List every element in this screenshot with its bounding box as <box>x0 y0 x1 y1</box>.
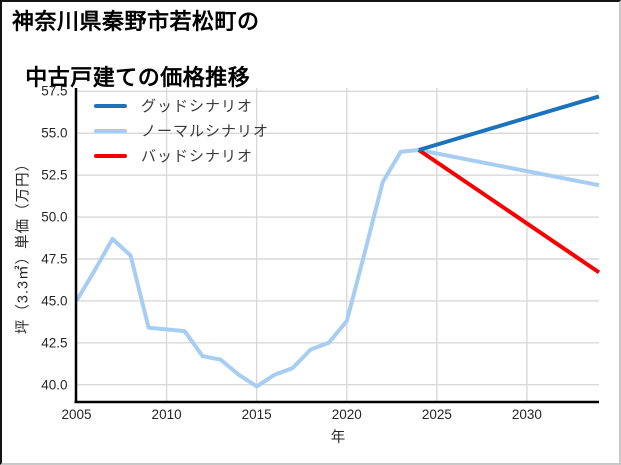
chart-title: 神奈川県秦野市若松町の 中古戸建ての価格推移 <box>12 8 260 92</box>
x-tick-label: 2010 <box>151 407 182 422</box>
x-tick-label: 2025 <box>421 407 452 422</box>
good-scenario-label: グッドシナリオ <box>141 98 254 115</box>
normal-scenario-line <box>74 148 600 389</box>
y-tick-label: 57.5 <box>41 83 68 99</box>
y-tick-label: 40.0 <box>41 377 68 393</box>
y-tick-label: 42.5 <box>41 335 68 351</box>
x-tick-label: 2005 <box>61 407 92 422</box>
chart-title-line2: 中古戸建ての価格推移 <box>25 65 251 90</box>
chart-title-line1: 神奈川県秦野市若松町の <box>12 9 260 34</box>
bad-scenario-line <box>417 148 601 275</box>
bad-scenario-label: バッドシナリオ <box>141 148 254 165</box>
x-tick-label: 2030 <box>511 407 542 422</box>
x-tick-label: 2020 <box>331 407 362 422</box>
y-tick-label: 45.0 <box>41 293 68 309</box>
normal-scenario-swatch <box>94 128 127 133</box>
y-tick-label: 55.0 <box>41 125 68 141</box>
x-axis-label: 年 <box>330 430 346 446</box>
y-tick-label: 47.5 <box>41 251 68 267</box>
y-axis-label: 坪（3.3㎡）単価（万円） <box>15 155 32 335</box>
x-tick-label: 2015 <box>241 407 272 422</box>
legend-item-normal: ノーマルシナリオ <box>94 122 270 140</box>
normal-scenario-label: ノーマルシナリオ <box>141 123 270 140</box>
legend-item-good: グッドシナリオ <box>94 97 269 115</box>
good-scenario-swatch <box>94 103 127 108</box>
y-tick-label: 50.0 <box>41 209 68 225</box>
good-scenario-line <box>418 94 600 152</box>
legend: グッドシナリオ ノーマルシナリオ バッドシナリオ <box>94 97 269 172</box>
y-tick-label: 52.5 <box>41 167 68 183</box>
legend-item-bad: バッドシナリオ <box>94 147 269 165</box>
bad-scenario-swatch <box>94 153 127 158</box>
